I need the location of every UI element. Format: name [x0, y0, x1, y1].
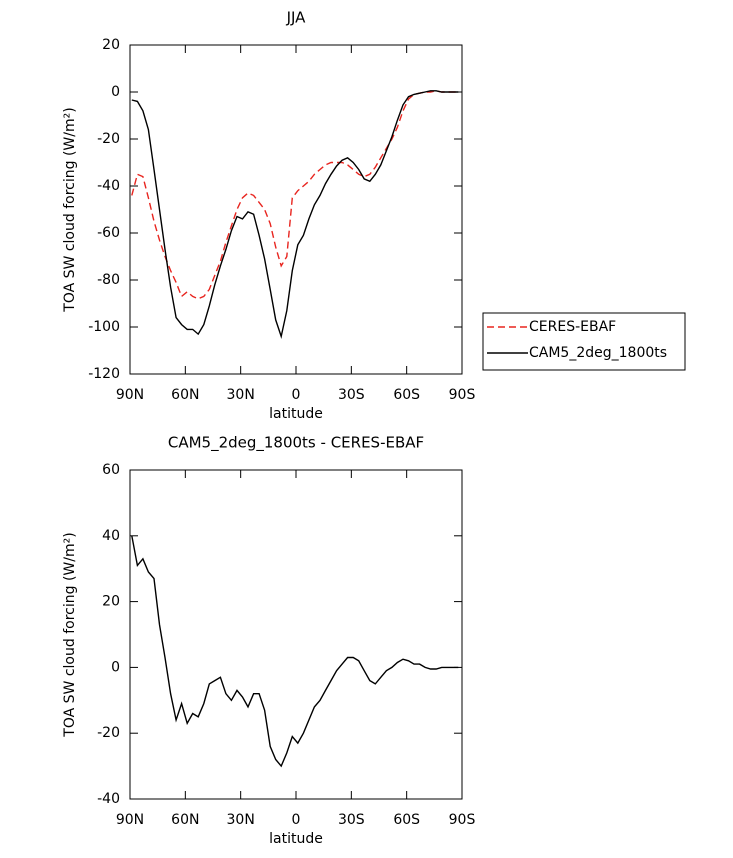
- x-tick-label: 60S: [393, 387, 420, 403]
- y-tick-label: 0: [111, 84, 120, 100]
- legend-box: [482, 312, 686, 371]
- y-tick-label: -60: [97, 225, 120, 241]
- x-tick-label: 60N: [171, 387, 199, 403]
- y-tick-label: -40: [97, 178, 120, 194]
- plot-frame: [129, 469, 463, 800]
- x-tick-label: 0: [292, 387, 301, 403]
- chart-title: JJA: [286, 9, 307, 27]
- y-axis-label: TOA SW cloud forcing (W/m²): [62, 532, 78, 737]
- y-tick-label: 40: [102, 528, 120, 544]
- data-line: [131, 90, 459, 300]
- y-tick-label: -40: [97, 791, 120, 807]
- y-tick-label: -20: [97, 131, 120, 147]
- plot-frame: [129, 44, 463, 375]
- legend-label: CAM5_2deg_1800ts: [529, 345, 667, 361]
- x-tick-label: 90S: [449, 387, 476, 403]
- x-tick-label: 30N: [227, 387, 255, 403]
- data-line: [131, 535, 459, 768]
- x-tick-label: 30S: [338, 812, 365, 828]
- x-tick-label: 90S: [449, 812, 476, 828]
- y-tick-label: -100: [88, 319, 120, 335]
- legend-label: CERES-EBAF: [529, 319, 616, 335]
- x-tick-label: 90N: [116, 387, 144, 403]
- data-line: [131, 90, 459, 340]
- x-axis-label: latitude: [269, 831, 323, 847]
- x-tick-label: 30N: [227, 812, 255, 828]
- y-tick-label: 0: [111, 659, 120, 675]
- y-tick-label: 60: [102, 462, 120, 478]
- x-tick-label: 0: [292, 812, 301, 828]
- y-axis-label: TOA SW cloud forcing (W/m²): [62, 107, 78, 312]
- x-tick-label: 30S: [338, 387, 365, 403]
- y-tick-label: 20: [102, 37, 120, 53]
- x-tick-label: 90N: [116, 812, 144, 828]
- x-tick-label: 60N: [171, 812, 199, 828]
- y-tick-label: 20: [102, 594, 120, 610]
- y-tick-label: -120: [88, 366, 120, 382]
- x-tick-label: 60S: [393, 812, 420, 828]
- y-tick-label: -80: [97, 272, 120, 288]
- chart-title: CAM5_2deg_1800ts - CERES-EBAF: [168, 434, 424, 453]
- x-axis-label: latitude: [269, 406, 323, 422]
- y-tick-label: -20: [97, 725, 120, 741]
